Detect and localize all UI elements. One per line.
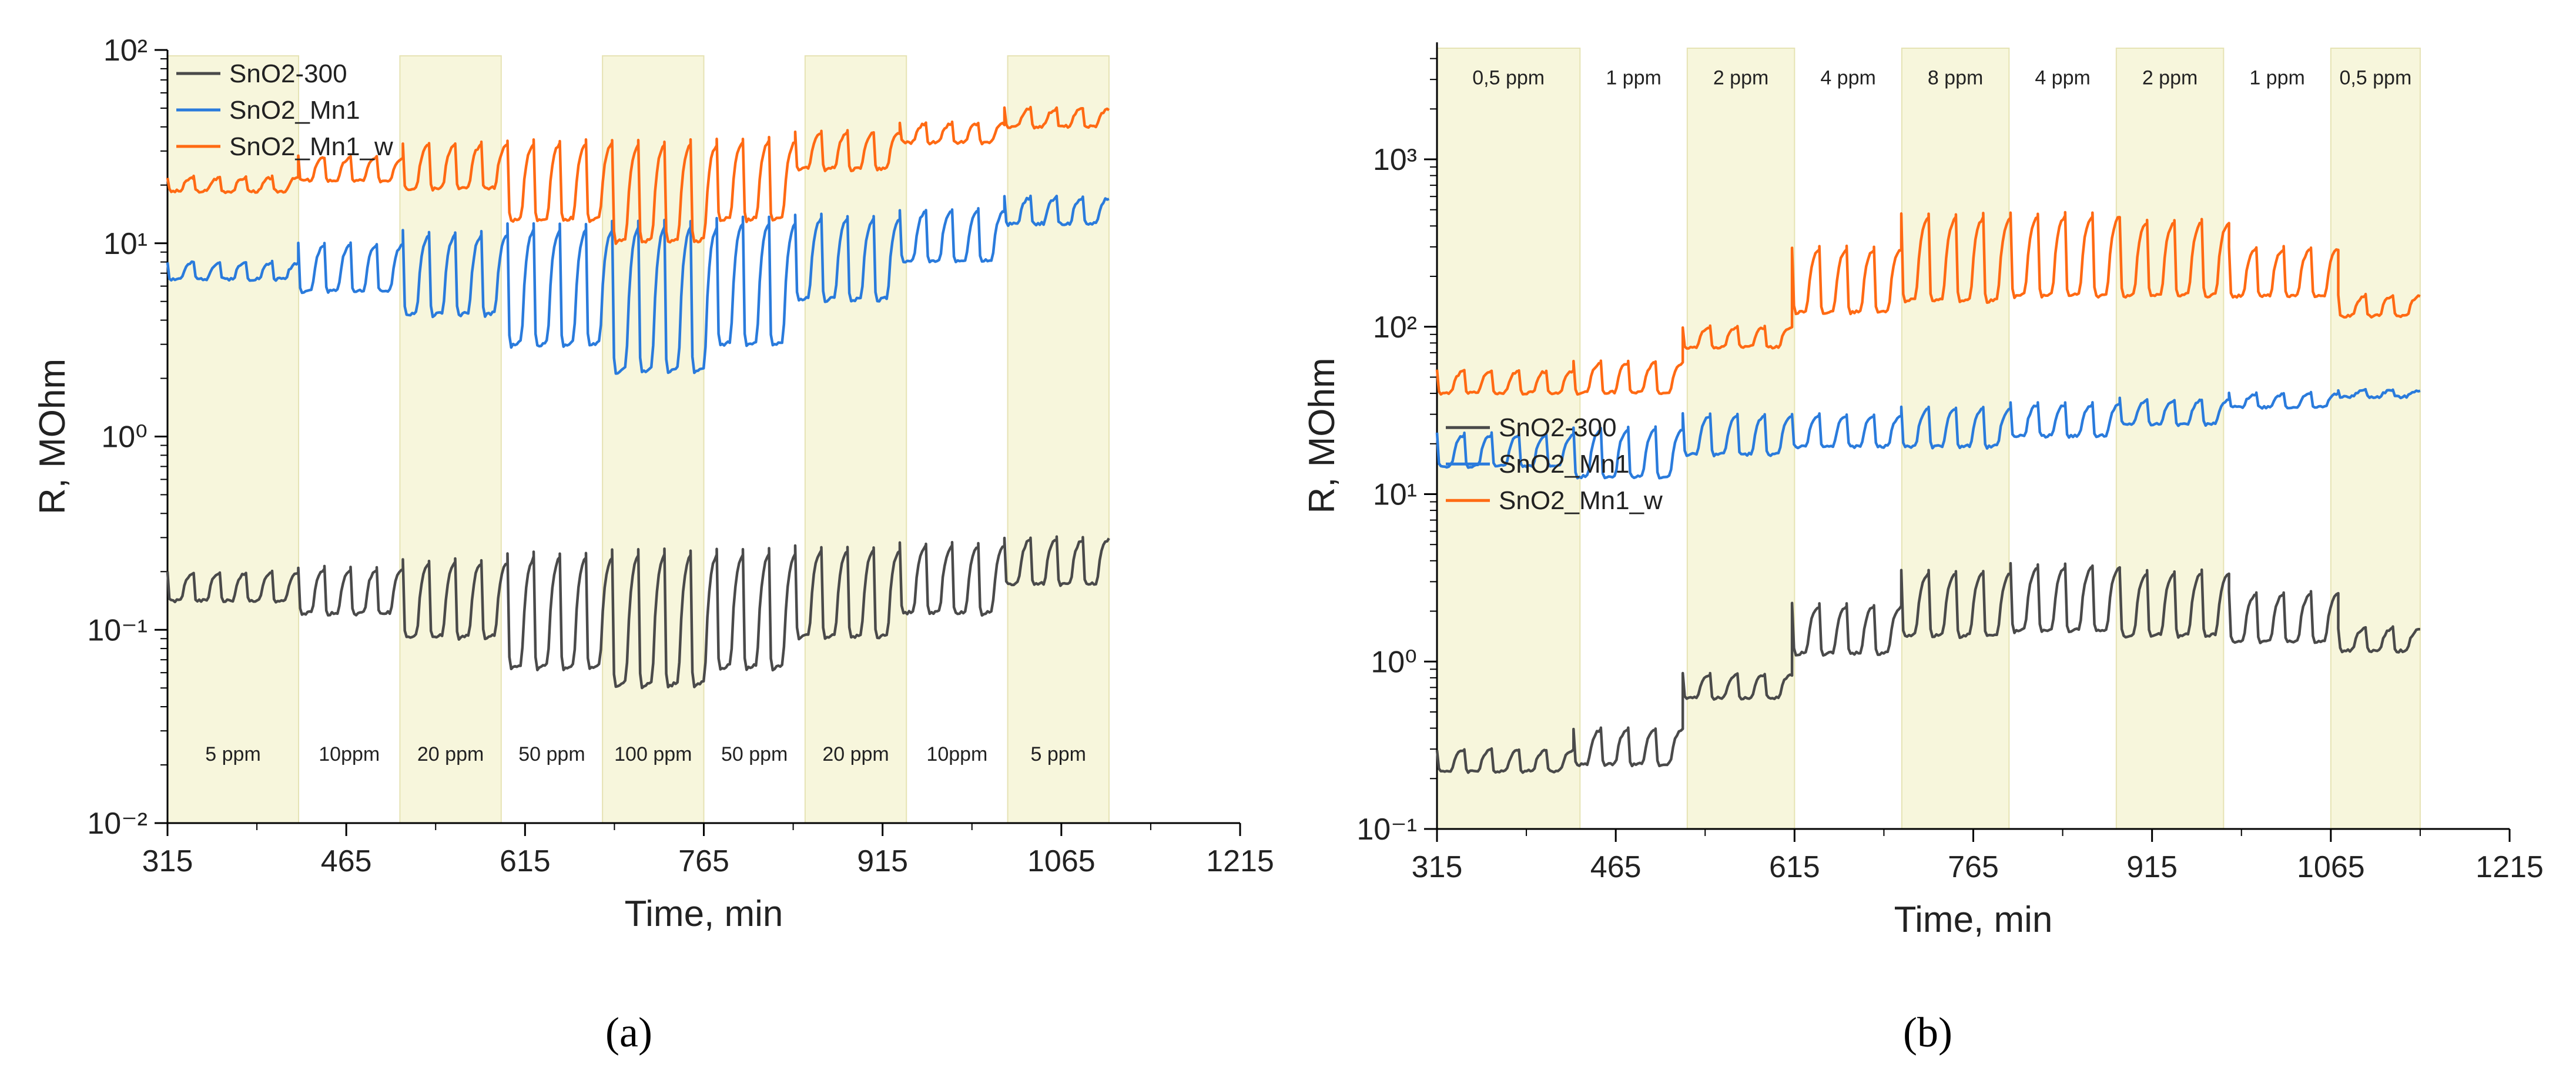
- series-line-sno2-mn1-w: [166, 106, 1110, 245]
- band-label: 4 ppm: [2035, 67, 2091, 89]
- x-axis-label: Time, min: [1894, 900, 2053, 940]
- concentration-band: [167, 55, 300, 824]
- concentration-band: [1436, 48, 1581, 830]
- band-label: 2 ppm: [1713, 67, 1769, 89]
- concentration-band: [2115, 48, 2225, 830]
- chart-panel-b: 0,5 ppm 1 ppm 2 ppm 4 ppm 8 ppm 4 ppm 2 ppm 1 p…: [1302, 42, 2544, 1056]
- y-tick-label: 10⁰: [1371, 645, 1417, 679]
- concentration-band: [602, 55, 705, 824]
- band-label: 2 ppm: [2142, 67, 2198, 89]
- legend-label: SnO2_Mn1_w: [229, 132, 393, 161]
- legend-label: SnO2-300: [1499, 413, 1617, 442]
- band-label: 10ppm: [319, 743, 380, 765]
- y-tick-label: 10²: [1373, 310, 1417, 345]
- panel-label: (b): [1903, 1009, 1952, 1056]
- band-label: 20 ppm: [822, 743, 889, 765]
- x-tick-label: 915: [857, 844, 908, 878]
- y-tick-label: 10¹: [103, 227, 148, 261]
- series-line-sno2-mn1: [166, 194, 1110, 375]
- band-label: 4 ppm: [1820, 67, 1876, 89]
- x-tick-label: 915: [2126, 850, 2178, 884]
- band-label: 0,5 ppm: [1472, 67, 1545, 89]
- y-tick-label: 10⁻¹: [87, 613, 148, 647]
- y-axis-label: R, MOhm: [1302, 357, 1342, 513]
- band-label: 0,5 ppm: [2339, 67, 2411, 89]
- y-tick-label: 10⁻¹: [1356, 812, 1417, 847]
- legend-label: SnO2_Mn1: [229, 96, 360, 125]
- y-tick-label: 10¹: [1373, 478, 1417, 512]
- legend-label: SnO2-300: [229, 59, 347, 88]
- panel-label: (a): [605, 1009, 652, 1056]
- y-tick-label: 10⁰: [101, 420, 148, 454]
- band-label: 1 ppm: [2249, 67, 2305, 89]
- series-line-sno2-300: [166, 535, 1110, 690]
- y-tick-label: 10³: [1373, 143, 1417, 177]
- band-label: 50 ppm: [518, 743, 585, 765]
- x-tick-label: 465: [321, 844, 372, 878]
- y-tick-label: 10⁻²: [87, 807, 148, 841]
- band-label: 5 ppm: [205, 743, 261, 765]
- x-tick-label: 615: [500, 844, 551, 878]
- legend-label: SnO2_Mn1: [1499, 450, 1630, 479]
- x-tick-label: 315: [1412, 850, 1463, 884]
- concentration-band: [1007, 55, 1110, 824]
- concentration-band: [804, 55, 907, 824]
- chart-panel-a: 5 ppm 10ppm 20 ppm 50 ppm 100 ppm 50 ppm 20 pp…: [32, 34, 1274, 1056]
- y-axis-label: R, MOhm: [32, 359, 73, 514]
- concentration-band: [399, 55, 502, 824]
- x-tick-label: 1215: [1206, 844, 1274, 878]
- band-label: 20 ppm: [417, 743, 484, 765]
- x-tick-label: 1215: [2475, 850, 2544, 884]
- band-label: 1 ppm: [1606, 67, 1661, 89]
- concentration-band: [1686, 48, 1796, 830]
- series-line-sno2-mn1: [1435, 387, 2421, 480]
- band-label: 5 ppm: [1031, 743, 1087, 765]
- band-label: 10ppm: [926, 743, 987, 765]
- series-line-sno2-mn1-w: [1435, 210, 2421, 396]
- x-tick-label: 1065: [2297, 850, 2365, 884]
- band-label: 100 ppm: [614, 743, 692, 765]
- x-tick-label: 765: [1948, 850, 1999, 884]
- x-tick-label: 315: [142, 844, 193, 878]
- x-tick-label: 615: [1769, 850, 1820, 884]
- legend-label: SnO2_Mn1_w: [1499, 486, 1663, 515]
- band-label: 8 ppm: [1928, 67, 1984, 89]
- band-label: 50 ppm: [721, 743, 788, 765]
- y-tick-label: 10²: [103, 34, 148, 68]
- x-tick-label: 1065: [1027, 844, 1096, 878]
- concentration-band: [2330, 48, 2421, 830]
- series-line-sno2-300: [1435, 561, 2420, 774]
- x-tick-label: 765: [678, 844, 729, 878]
- x-tick-label: 465: [1590, 850, 1642, 884]
- x-axis-label: Time, min: [625, 894, 783, 934]
